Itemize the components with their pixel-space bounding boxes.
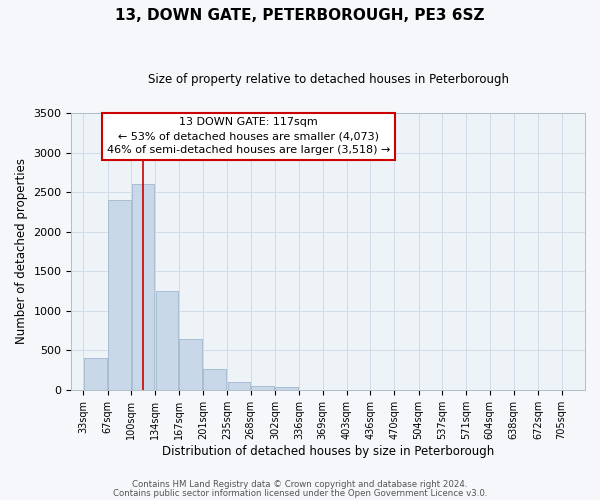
Bar — [251, 386, 274, 390]
Y-axis label: Number of detached properties: Number of detached properties — [15, 158, 28, 344]
Text: 13, DOWN GATE, PETERBOROUGH, PE3 6SZ: 13, DOWN GATE, PETERBOROUGH, PE3 6SZ — [115, 8, 485, 22]
Bar — [155, 291, 178, 390]
X-axis label: Distribution of detached houses by size in Peterborough: Distribution of detached houses by size … — [162, 444, 494, 458]
Bar — [227, 382, 250, 390]
Bar — [179, 339, 202, 390]
Bar — [84, 358, 107, 390]
Bar — [203, 370, 226, 390]
Text: Contains HM Land Registry data © Crown copyright and database right 2024.: Contains HM Land Registry data © Crown c… — [132, 480, 468, 489]
Text: Contains public sector information licensed under the Open Government Licence v3: Contains public sector information licen… — [113, 488, 487, 498]
Bar — [131, 184, 154, 390]
Bar — [108, 200, 131, 390]
Text: 13 DOWN GATE: 117sqm
← 53% of detached houses are smaller (4,073)
46% of semi-de: 13 DOWN GATE: 117sqm ← 53% of detached h… — [107, 117, 390, 155]
Bar — [275, 388, 298, 390]
Title: Size of property relative to detached houses in Peterborough: Size of property relative to detached ho… — [148, 72, 509, 86]
